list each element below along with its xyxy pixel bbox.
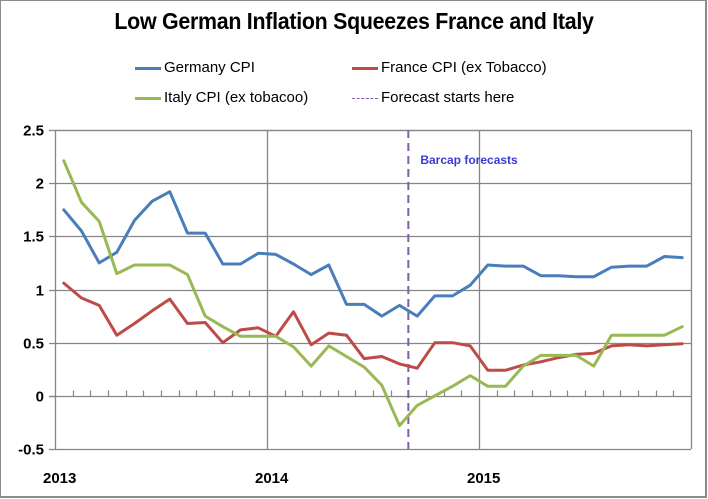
series-line-germany [62,190,684,318]
x-tick-label: 2013 [43,470,76,487]
x-tick-label: 2015 [467,470,500,487]
legend-label-germany: Germany CPI [164,59,255,76]
legend-label-forecast: Forecast starts here [381,89,515,106]
series-line-italy [62,159,684,428]
y-tick-label: 1 [36,283,44,300]
legend-swatch-france [352,66,378,70]
legend-label-italy: Italy CPI (ex tobacoo) [164,89,309,106]
y-tick-label: 2 [36,176,44,193]
y-tick-label: -0.5 [18,442,44,459]
series-line-france [62,281,684,372]
x-tick-label: 2014 [255,470,289,487]
gridlines [54,129,693,451]
legend-item-forecast: Forecast starts here [352,88,514,108]
legend-label-france: France CPI (ex Tobacco) [381,59,547,76]
series-lines [62,159,684,428]
y-tick-label: 0.5 [23,336,44,353]
legend-swatch-italy [135,96,161,100]
chart-title: Low German Inflation Squeezes France and… [114,8,594,34]
x-axis-labels: 2013 2014 2015 [43,470,500,487]
y-tick-label: 2.5 [23,123,44,140]
axes [49,129,691,451]
legend-item-france: France CPI (ex Tobacco) [352,58,547,78]
legend-item-italy: Italy CPI (ex tobacoo) [135,88,308,108]
legend-swatch-germany [135,66,161,70]
legend-swatch-forecast [352,97,378,99]
y-tick-label: 0 [36,389,44,406]
y-axis-labels: 2.5 2 1.5 1 0.5 0 -0.5 [18,123,44,459]
legend-item-germany: Germany CPI [135,58,255,78]
annotation-barcap-forecasts: Barcap forecasts [420,153,518,167]
y-tick-label: 1.5 [23,229,44,246]
